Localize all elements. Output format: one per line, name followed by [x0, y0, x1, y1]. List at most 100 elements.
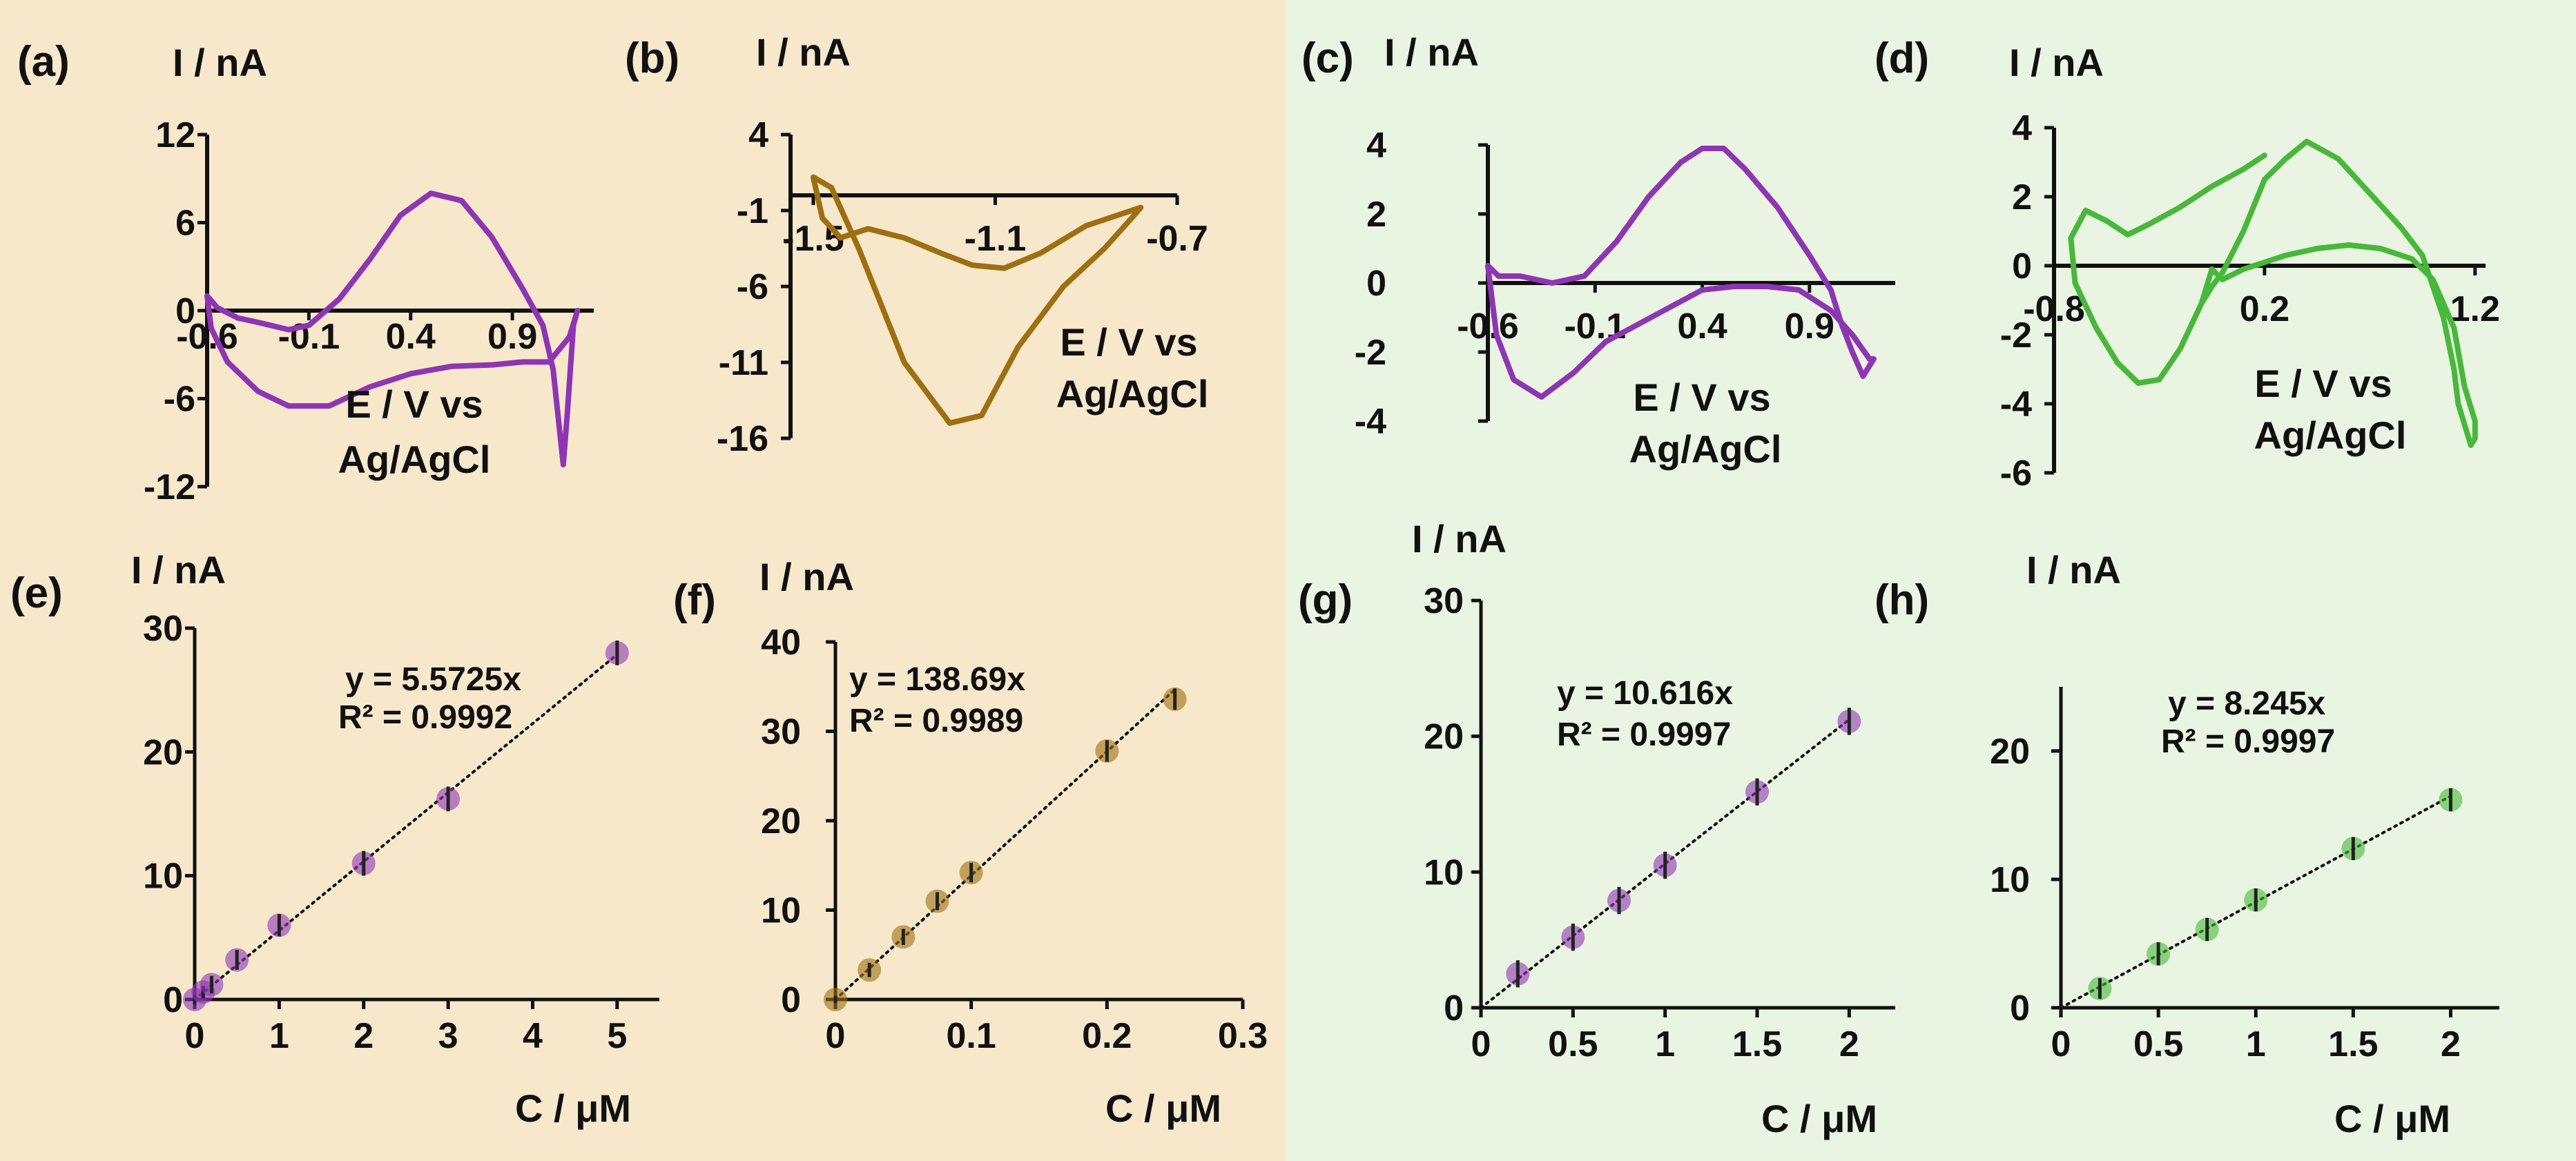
y-tick-label-b: -16: [717, 419, 768, 459]
fit-r2-h: R² = 0.9997: [2161, 723, 2335, 760]
panel-label-d: (d): [1875, 35, 1929, 82]
x-tick-label-c: 0.4: [1677, 306, 1727, 347]
y-tick-label-f: 20: [761, 801, 801, 841]
x-tick-label-h: 2: [2441, 1024, 2461, 1064]
cv-curve-b: [810, 174, 1144, 426]
x-tick-label-a: -0.6: [176, 317, 238, 357]
panel-d: (d) I / nA -6 -4 -2 0 2 4 -0.8 0.2 1.2 E / V vs Ag/A…: [1875, 35, 2500, 494]
y-tick-label-b: 4: [748, 115, 768, 155]
fit-r2-g: R² = 0.9997: [1557, 716, 1731, 753]
x-tick-label-e: 2: [354, 1016, 374, 1056]
fit-r2-e: R² = 0.9992: [338, 699, 512, 736]
panel-label-b: (b): [625, 35, 679, 82]
x-axis-title-line2-b: Ag/AgCl: [1056, 372, 1209, 416]
y-tick-label-f: 10: [761, 891, 801, 931]
x-axis-title-g: C / μM: [1761, 1097, 1877, 1140]
panel-c: (c) I / nA -4 -2 0 2 4 -0.6 -0.1 0.4 0.9 E / V vs Ag…: [1301, 30, 1895, 471]
y-tick-label-d: 2: [2012, 177, 2032, 217]
y-tick-label-c: 4: [1366, 126, 1386, 166]
x-tick-label-b: -1.1: [965, 219, 1027, 259]
x-axis-title-line1-c: E / V vs: [1633, 375, 1770, 419]
y-tick-label-g: 30: [1424, 581, 1464, 621]
x-axis-title-line1-d: E / V vs: [2254, 362, 2392, 405]
fit-line-e: [193, 653, 619, 1001]
y-tick-label-f: 40: [761, 623, 801, 663]
x-axis-title-e: C / μM: [515, 1086, 631, 1130]
x-tick-label-f: 0: [826, 1016, 846, 1056]
x-axis-title-line1-a: E / V vs: [345, 382, 483, 426]
y-tick-label-h: 20: [1990, 732, 2030, 772]
y-tick-label-d: 0: [2012, 246, 2032, 286]
x-axis-title-line1-b: E / V vs: [1060, 320, 1197, 364]
y-tick-label-d: -6: [2000, 453, 2032, 494]
panel-label-f: (f): [673, 576, 716, 624]
x-axis-title-h: C / μM: [2334, 1097, 2450, 1140]
x-tick-label-e: 5: [607, 1016, 627, 1056]
x-tick-label-g: 1: [1655, 1024, 1675, 1064]
y-axis-title-f: I / nA: [759, 555, 854, 598]
x-tick-label-e: 3: [438, 1016, 458, 1056]
panel-label-c: (c): [1301, 35, 1354, 82]
panel-label-h: (h): [1875, 576, 1929, 624]
x-tick-label-c: 0.9: [1785, 306, 1834, 347]
y-tick-label-a: 6: [175, 204, 195, 244]
y-tick-label-h: 0: [2010, 988, 2030, 1028]
y-tick-label-f: 30: [761, 712, 801, 752]
y-tick-label-e: 0: [163, 980, 183, 1020]
y-tick-label-f: 0: [781, 980, 801, 1020]
fit-equation-f: y = 138.69x: [849, 661, 1025, 698]
y-axis-title-a: I / nA: [173, 41, 267, 84]
y-tick-label-d: -4: [2000, 384, 2032, 425]
panel-label-g: (g): [1298, 576, 1353, 624]
y-axis-title-e: I / nA: [131, 548, 226, 592]
x-tick-label-d: 0.2: [2240, 289, 2289, 329]
x-tick-label-c: -0.6: [1457, 306, 1519, 347]
cv-curve-d: [2068, 139, 2478, 448]
x-tick-label-e: 1: [269, 1016, 289, 1056]
y-axis-title-g: I / nA: [1412, 517, 1507, 560]
x-axis-title-line2-c: Ag/AgCl: [1629, 427, 1782, 471]
y-axis-title-d: I / nA: [2009, 41, 2104, 84]
y-tick-label-g: 0: [1444, 988, 1464, 1028]
y-tick-label-a: 0: [175, 291, 195, 331]
panel-label-e: (e): [10, 569, 63, 617]
y-axis-title-h: I / nA: [2026, 548, 2121, 592]
x-tick-label-f: 0.1: [947, 1016, 996, 1056]
y-axis-title-c: I / nA: [1384, 30, 1479, 74]
x-tick-label-g: 2: [1839, 1024, 1859, 1064]
x-tick-label-f: 0.3: [1218, 1016, 1268, 1056]
y-axis-title-b: I / nA: [756, 30, 851, 74]
y-tick-label-e: 20: [143, 732, 183, 772]
y-tick-label-a: 12: [155, 115, 195, 155]
x-tick-label-e: 4: [523, 1016, 543, 1056]
panel-f: (f) I / nA 0 10 20 30 40 0 0.1 0.2 0.3 y = 138.69x R…: [673, 555, 1268, 1130]
x-tick-label-h: 0.5: [2133, 1024, 2183, 1064]
x-tick-label-b: -0.7: [1146, 219, 1208, 259]
y-tick-label-g: 20: [1424, 717, 1464, 757]
x-tick-label-a: 0.9: [487, 317, 537, 357]
y-tick-label-g: 10: [1424, 852, 1464, 892]
x-tick-label-e: 0: [185, 1016, 205, 1056]
y-tick-label-h: 10: [1990, 860, 2030, 900]
cv-curve-a: [204, 191, 581, 468]
y-tick-label-c: 2: [1366, 195, 1386, 235]
y-tick-label-b: -6: [737, 267, 768, 307]
x-tick-label-a: 0.4: [386, 317, 436, 357]
y-tick-label-a: -12: [144, 467, 195, 507]
x-tick-label-g: 0: [1471, 1024, 1491, 1064]
x-tick-label-h: 1: [2246, 1024, 2266, 1064]
y-tick-label-c: 0: [1366, 264, 1386, 304]
y-tick-label-e: 30: [143, 609, 183, 649]
panel-g: (g) I / nA 0 10 20 30 0 0.5 1 1.5 2 y = 10.616x R² =…: [1298, 517, 1895, 1140]
fit-equation-e: y = 5.5725x: [345, 661, 521, 698]
x-tick-label-d: 1.2: [2450, 289, 2500, 329]
y-tick-label-e: 10: [143, 857, 183, 897]
x-tick-label-b: -1.5: [782, 219, 844, 259]
x-tick-label-c: -0.1: [1564, 306, 1626, 347]
x-tick-label-h: 0: [2051, 1024, 2071, 1064]
